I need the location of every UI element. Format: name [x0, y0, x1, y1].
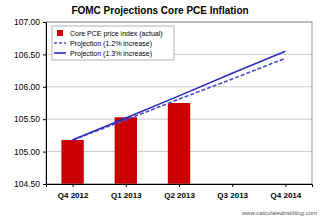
y-tick: 105.50 — [14, 114, 46, 124]
bar — [168, 103, 190, 184]
bar — [115, 117, 137, 184]
y-tick: 106.50 — [14, 50, 46, 60]
x-tick-label: Q3 2013 — [217, 191, 248, 200]
plot-frame — [46, 22, 312, 184]
line — [73, 58, 286, 140]
y-tick-mark — [43, 184, 46, 185]
x-tick: Q4 2014 — [271, 184, 302, 200]
x-tick-mark — [285, 184, 286, 187]
y-tick: 104.50 — [14, 179, 46, 189]
y-axis: 104.50 105.00 105.50 106.00 106.50 107.00 — [14, 17, 47, 189]
x-tick-label: Q2 2013 — [164, 191, 195, 200]
x-tick: Q4 2012 — [58, 184, 89, 200]
x-tick: Q3 2013 — [217, 184, 248, 200]
y-tick-mark — [43, 152, 46, 153]
legend-swatch — [54, 42, 66, 44]
x-axis: Q4 2012 Q1 2013 Q2 2013 Q3 2013 Q4 2014 — [47, 184, 313, 200]
y-tick-label: 106.00 — [14, 82, 40, 92]
legend-label: Projection (1.3% increase) — [70, 50, 152, 58]
y-tick-label: 105.00 — [14, 147, 40, 157]
legend-label: Projection (1.2% increase) — [70, 40, 152, 48]
legend-swatch — [54, 52, 66, 54]
y-tick-mark — [43, 119, 46, 120]
x-tick-mark — [126, 184, 127, 187]
y-tick: 105.00 — [14, 147, 46, 157]
x-tick-label: Q1 2013 — [111, 191, 142, 200]
grid — [46, 22, 312, 184]
chart: 104.50 105.00 105.50 106.00 106.50 107.00 Q4 2… — [0, 0, 320, 218]
legend-swatch — [57, 30, 63, 36]
annotation: www.calculatedriskblog.com — [242, 210, 317, 216]
y-tick: 107.00 — [14, 17, 46, 27]
y-tick-mark — [43, 87, 46, 88]
y-tick-label: 105.50 — [14, 114, 40, 124]
x-tick: Q2 2013 — [164, 184, 195, 200]
legend-label: Core PCE price index (actual) — [70, 30, 163, 38]
grid-line — [46, 86, 312, 87]
y-tick-label: 104.50 — [14, 179, 40, 189]
x-tick-label: Q4 2012 — [58, 191, 89, 200]
y-tick: 106.00 — [14, 82, 46, 92]
x-tick: Q1 2013 — [111, 184, 142, 200]
y-tick-mark — [43, 22, 46, 23]
x-axis-line — [47, 185, 313, 188]
x-tick-mark — [232, 184, 233, 187]
y-axis-line — [43, 23, 47, 185]
x-tick-mark — [179, 184, 180, 187]
y-tick-label: 107.00 — [14, 17, 40, 27]
line — [73, 51, 286, 140]
legend: Core PCE price index (actual) Projection … — [52, 26, 174, 60]
x-tick-mark — [73, 184, 74, 187]
title: FOMC Projections Core PCE Inflation — [71, 5, 248, 16]
x-tick-label: Q4 2014 — [271, 191, 302, 200]
y-tick-mark — [43, 54, 46, 55]
bar — [61, 140, 83, 184]
y-tick-label: 106.50 — [14, 50, 40, 60]
plot-marks — [61, 51, 285, 184]
legend-box — [52, 26, 174, 60]
